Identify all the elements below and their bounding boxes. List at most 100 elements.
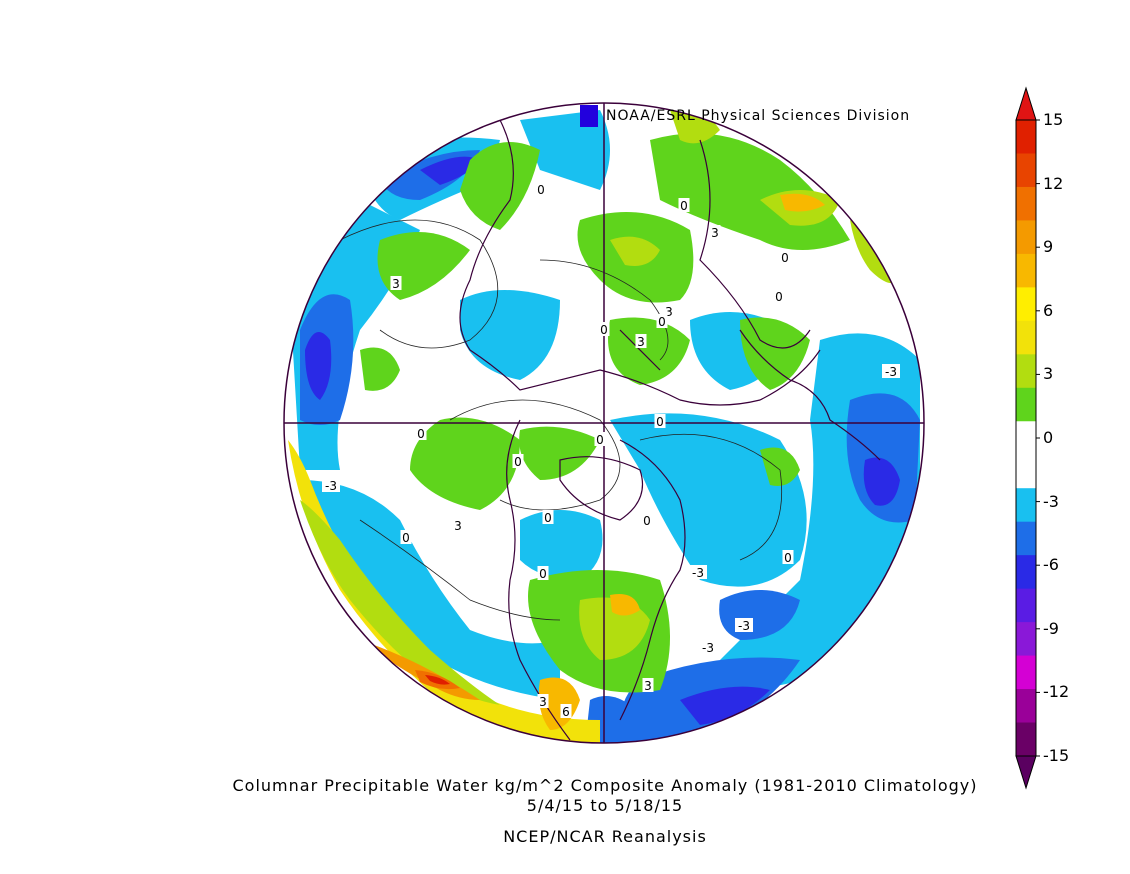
contour-label: 0	[537, 183, 545, 197]
contour-label-bg	[542, 510, 554, 524]
credit-marker	[580, 105, 598, 127]
colorbar-segment	[1016, 354, 1036, 389]
contour-label-bg	[452, 518, 464, 532]
colorbar-segment	[1016, 320, 1036, 355]
contour-label: 0	[402, 531, 410, 545]
contour-label-bg	[390, 276, 402, 290]
contour-lines	[339, 219, 783, 621]
contour-label: 3	[454, 519, 462, 533]
colorbar-segment	[1016, 153, 1036, 188]
contour-label: 3	[665, 305, 673, 319]
colorbar-tick-label: 0	[1043, 428, 1054, 447]
colorbar-tick-label: 9	[1043, 237, 1054, 257]
contour-label-bg	[512, 454, 524, 468]
contour-label: 0	[658, 315, 666, 329]
contour-label-bg	[635, 334, 647, 348]
contour-label: 0	[544, 511, 552, 525]
contour-label-bg	[537, 566, 549, 580]
colorbar-segment	[1016, 454, 1036, 489]
credit-text: NOAA/ESRL Physical Sciences Division	[606, 108, 911, 124]
colorbar-segment	[1016, 186, 1036, 221]
contour-label: -3	[702, 641, 714, 655]
colorbar-segment	[1016, 488, 1036, 523]
contour-label-bg	[642, 678, 654, 692]
colorbar-segment	[1016, 287, 1036, 322]
contour-label: -3	[738, 619, 750, 633]
colorbar-segment	[1016, 588, 1036, 623]
contour-label-bg	[400, 530, 412, 544]
contour-label: 0	[643, 514, 651, 528]
contour-label-bg	[415, 426, 427, 440]
map-border	[283, 102, 925, 744]
contour-label-bg	[689, 565, 707, 579]
contour-label-bg	[654, 414, 666, 428]
contour-label-bg	[709, 225, 721, 239]
contour-label-bg	[678, 198, 690, 212]
colorbar	[1015, 86, 1040, 790]
colorbar-tick-label: -12	[1043, 682, 1070, 702]
colorbar-segment	[1016, 120, 1036, 154]
contour-label: -3	[325, 479, 337, 493]
contour-label: 0	[596, 433, 604, 447]
contour-label: -3	[692, 566, 704, 580]
contour-label-bg	[594, 432, 606, 446]
contour-label-bg	[782, 550, 794, 564]
contour-label-bg	[735, 618, 753, 632]
colorbar-tick-label: 12	[1043, 173, 1064, 193]
contour-label: 3	[392, 277, 400, 291]
date-range: 5/4/15 to 5/18/15	[526, 796, 684, 815]
contour-label: 0	[539, 567, 547, 581]
colorbar-tick-label: 3	[1043, 364, 1054, 384]
contour-label-bg	[537, 694, 549, 708]
coastlines	[459, 119, 881, 741]
colorbar-segment	[1016, 689, 1036, 724]
contour-label-bg	[699, 640, 717, 654]
contour-label-bg	[656, 314, 668, 328]
colorbar-segment	[1016, 622, 1036, 657]
credit-banner: NOAA/ESRL Physical Sciences Division	[580, 104, 916, 128]
contour-label-bg	[598, 322, 610, 336]
contour-label: 0	[656, 415, 664, 429]
contour-label-bg	[882, 364, 900, 378]
contour-label-bg	[641, 513, 653, 527]
colorbar-segment	[1016, 555, 1036, 590]
contour-label: 3	[644, 679, 652, 693]
contour-label-bg	[773, 289, 785, 303]
contour-label: 0	[775, 290, 783, 304]
contour-label: 0	[514, 455, 522, 469]
contour-label: 0	[781, 251, 789, 265]
contour-label-bg	[535, 182, 547, 196]
contour-label-bg	[779, 250, 791, 264]
colorbar-segment	[1016, 521, 1036, 556]
contour-label: 0	[600, 323, 608, 337]
colorbar-top-arrow	[1015, 86, 1037, 121]
colorbar-tick-label: -3	[1043, 491, 1059, 511]
contour-label: 3	[637, 335, 645, 349]
colorbar-tick-label: 15	[1043, 110, 1064, 129]
colorbar-tick-label: 6	[1043, 300, 1054, 320]
colorbar-segment	[1016, 655, 1036, 690]
contour-label: -3	[885, 365, 897, 379]
colorbar-segment	[1016, 387, 1036, 422]
colorbar-tick-label: -15	[1043, 746, 1070, 765]
contour-label: 0	[680, 199, 688, 213]
colorbar-segment	[1016, 220, 1036, 255]
contour-label: 0	[784, 551, 792, 565]
colorbar-segment	[1016, 722, 1036, 757]
contour-label-bg	[322, 478, 340, 492]
contour-label: 6	[562, 705, 570, 719]
map-title: Columnar Precipitable Water kg/m^2 Compo…	[232, 776, 978, 795]
colorbar-segment	[1016, 421, 1036, 456]
contour-label: 3	[711, 226, 719, 240]
contour-label-bg	[663, 304, 675, 318]
contour-label: 3	[539, 695, 547, 709]
contour-label: 0	[417, 427, 425, 441]
colorbar-tick-label: -9	[1043, 618, 1059, 638]
colorbar-segment	[1016, 253, 1036, 288]
data-source: NCEP/NCAR Reanalysis	[503, 827, 707, 846]
colorbar-bottom-arrow	[1015, 755, 1037, 790]
colorbar-tick-label: -6	[1043, 555, 1059, 575]
contour-label-bg	[560, 704, 572, 718]
